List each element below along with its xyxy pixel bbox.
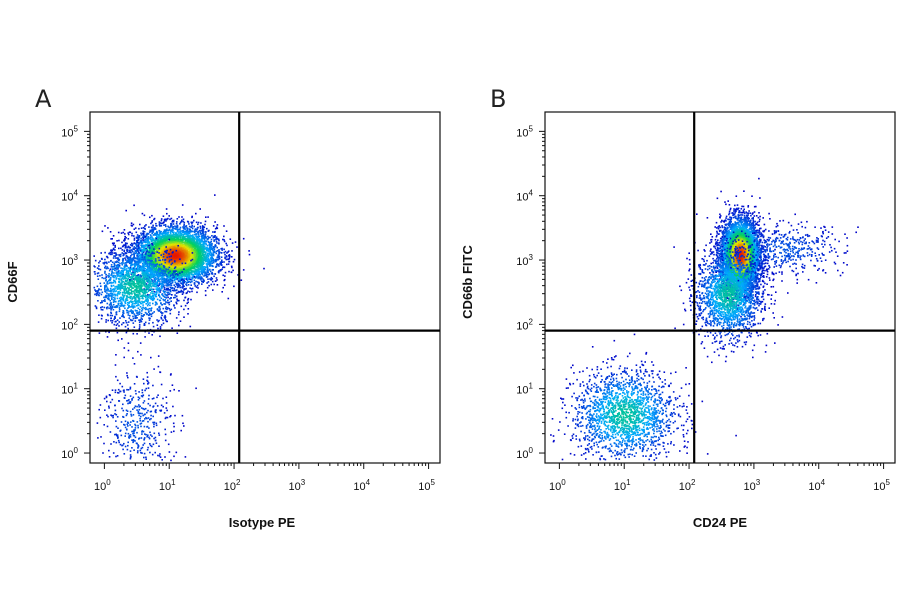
- panel-letter-b: B: [490, 85, 506, 113]
- y-tick-label: 103: [61, 253, 78, 268]
- quadrant-gate-a: [90, 112, 440, 463]
- y-tick-label: 104: [61, 189, 78, 204]
- quadrant-gate-b: [545, 112, 895, 463]
- x-tick-label: 102: [224, 478, 241, 493]
- y-tick-label: 104: [516, 189, 533, 204]
- x-tick-label: 103: [744, 478, 761, 493]
- y-tick-label: 101: [516, 382, 533, 397]
- y-tick-label: 105: [516, 124, 533, 139]
- y-ticks-b: 100 101 102 103 104 105: [516, 124, 545, 461]
- panel-a: A 100 101 102 103 104 105 100101102103104105 …: [5, 85, 441, 530]
- y-axis-label-b: CD66b FITC: [460, 245, 475, 319]
- panel-letter-a: A: [35, 85, 52, 113]
- scatter-dots-b: [550, 177, 859, 461]
- x-tick-label: 105: [418, 478, 435, 493]
- x-axis-label-a: Isotype PE: [229, 515, 296, 530]
- y-tick-label: 100: [516, 446, 533, 461]
- panel-b: B 100 101 102 103 104 105 100101102103104105 …: [460, 85, 896, 530]
- scatter-dots-a: [93, 194, 265, 462]
- x-ticks-b: 100 101 102 103 104 105: [549, 463, 890, 493]
- y-ticks-a: 100 101 102 103 104 105: [61, 124, 90, 461]
- y-tick-label: 103: [516, 253, 533, 268]
- x-tick-label: 101: [614, 478, 631, 493]
- x-axis-label-b: CD24 PE: [693, 515, 748, 530]
- y-tick-label: 102: [516, 317, 533, 332]
- y-tick-label: 105: [61, 124, 78, 139]
- y-tick-label: 102: [61, 317, 78, 332]
- plot-frame-a: [89, 111, 441, 464]
- x-tick-label: 105: [873, 478, 890, 493]
- x-tick-label: 104: [808, 478, 825, 493]
- x-tick-label: 102: [679, 478, 696, 493]
- x-tick-label: 103: [289, 478, 306, 493]
- x-tick-label: 100: [94, 478, 111, 493]
- y-tick-label: 100: [61, 446, 78, 461]
- x-tick-label: 100: [549, 478, 566, 493]
- x-ticks-a: 100 101 102 103 104 105: [94, 463, 435, 493]
- y-axis-label-a: CD66F: [5, 261, 20, 302]
- y-tick-label: 101: [61, 382, 78, 397]
- x-tick-label: 101: [159, 478, 176, 493]
- x-tick-label: 104: [353, 478, 370, 493]
